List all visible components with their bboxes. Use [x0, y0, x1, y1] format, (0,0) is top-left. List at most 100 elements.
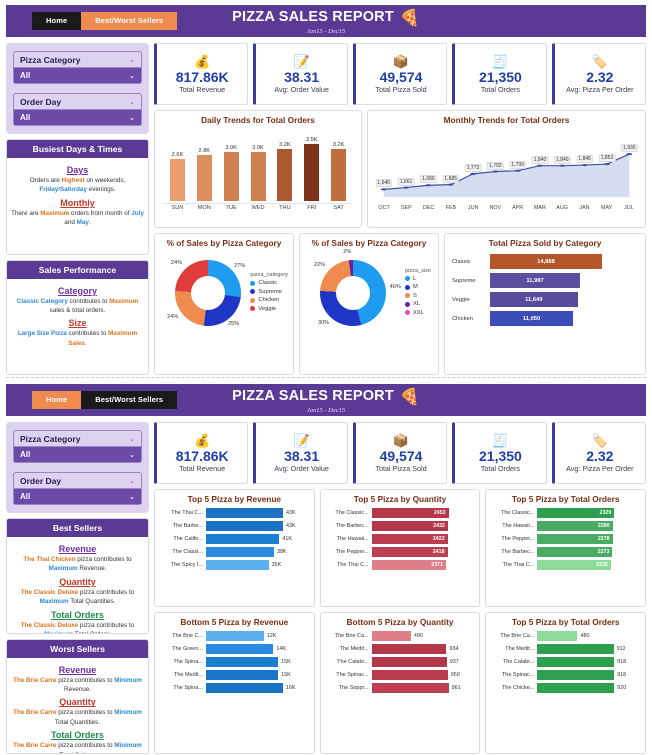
- bar[interactable]: 11,649: [490, 292, 578, 307]
- bar-row[interactable]: The Califo... 41K: [162, 534, 305, 544]
- bar[interactable]: 2329: [537, 508, 615, 518]
- bar[interactable]: 11,050: [490, 311, 574, 326]
- kpi-card-total-pizza-sold[interactable]: 📦 49,574 Total Pizza Sold: [352, 422, 448, 484]
- donut-ring[interactable]: [175, 260, 241, 326]
- bar-row[interactable]: The Spina... 15K: [162, 657, 305, 667]
- chart-panel-total-pizza-sold-by-category[interactable]: Total Pizza Sold by Category Classic 14,8…: [444, 233, 646, 375]
- kpi-card-avg-order-value[interactable]: 📝 38.31 Avg: Order Value: [253, 422, 348, 484]
- bar[interactable]: [537, 670, 615, 680]
- bar-row[interactable]: The Barbec... 2432: [328, 521, 471, 531]
- bar[interactable]: 2225: [537, 560, 611, 570]
- bar[interactable]: [169, 158, 185, 201]
- bar[interactable]: [206, 644, 274, 654]
- bar[interactable]: [206, 631, 264, 641]
- chart-panel-monthly-trends[interactable]: Monthly Trends for Total Orders 1,646 1,6…: [367, 110, 646, 228]
- legend-item[interactable]: Classic: [250, 280, 288, 286]
- bar[interactable]: [206, 508, 283, 518]
- bar-row[interactable]: Supreme 11,987: [452, 273, 636, 288]
- bar[interactable]: [371, 683, 449, 693]
- bar[interactable]: [537, 631, 578, 641]
- bar-row[interactable]: The Spina... 16K: [162, 683, 305, 693]
- bar[interactable]: [304, 143, 320, 201]
- bar[interactable]: 2422: [371, 534, 448, 544]
- chart-panel-top5-quantity[interactable]: Top 5 Pizza by Quantity The Classic... 24…: [319, 489, 481, 607]
- bar-row[interactable]: The Thai C... 2225: [493, 560, 636, 570]
- bar-column[interactable]: 3.2K SAT: [325, 133, 353, 211]
- bar-row[interactable]: The Spicy I... 35K: [162, 560, 305, 570]
- bar-row[interactable]: The Brie Ca... 490: [328, 631, 471, 641]
- bar-column[interactable]: 3.2K THU: [271, 133, 299, 211]
- bar-row[interactable]: The Thai C... 2371: [328, 560, 471, 570]
- chart-panel-top5-total-orders[interactable]: Top 5 Pizza by Total Orders The Classic.…: [485, 489, 647, 607]
- bar-row[interactable]: The Brie C... 12K: [162, 631, 305, 641]
- nav-button-home[interactable]: Home: [32, 12, 82, 30]
- bar[interactable]: [206, 670, 279, 680]
- kpi-card-total-orders[interactable]: 🧾 21,350 Total Orders: [452, 422, 547, 484]
- bar-row[interactable]: The Hawaii... 2280: [493, 521, 636, 531]
- bar[interactable]: [371, 657, 447, 667]
- bar[interactable]: [206, 547, 274, 557]
- bar-column[interactable]: 3.0K TUE: [217, 133, 245, 211]
- chevron-down-icon[interactable]: ⌄: [129, 114, 135, 122]
- bar-row[interactable]: Veggie 11,649: [452, 292, 636, 307]
- bar-row[interactable]: The Barbec... 2273: [493, 547, 636, 557]
- bar-row[interactable]: The Spinac... 918: [493, 670, 636, 680]
- bar[interactable]: [537, 644, 614, 654]
- nav-button-home[interactable]: Home: [32, 391, 82, 409]
- kpi-card-avg-order-value[interactable]: 📝 38.31 Avg: Order Value: [253, 43, 348, 105]
- bar-row[interactable]: The Calabr... 918: [493, 657, 636, 667]
- chart-panel-sales-by-size[interactable]: % of Sales by Pizza Category 46% 30% 22% 2%…: [299, 233, 439, 375]
- bar-row[interactable]: The Medit... 15K: [162, 670, 305, 680]
- bar[interactable]: 11,987: [490, 273, 581, 288]
- bar-row[interactable]: The Brie Ca... 480: [493, 631, 636, 641]
- kpi-card-avg-pizza-per-order[interactable]: 🏷️ 2.32 Avg: Pizza Per Order: [551, 422, 647, 484]
- bar-row[interactable]: The Thai C... 43K: [162, 508, 305, 518]
- bar[interactable]: [223, 152, 239, 201]
- kpi-card-total-pizza-sold[interactable]: 📦 49,574 Total Pizza Sold: [352, 43, 448, 105]
- kpi-card-total-revenue[interactable]: 💰 817.86K Total Revenue: [154, 43, 249, 105]
- donut-ring[interactable]: [320, 260, 386, 326]
- legend-item[interactable]: L: [405, 276, 431, 282]
- kpi-card-avg-pizza-per-order[interactable]: 🏷️ 2.32 Avg: Pizza Per Order: [551, 43, 647, 105]
- legend-item[interactable]: XXL: [405, 310, 431, 316]
- bar-row[interactable]: The Medit... 912: [493, 644, 636, 654]
- bar-row[interactable]: The Medit... 934: [328, 644, 471, 654]
- bar[interactable]: 2280: [537, 521, 613, 531]
- bar[interactable]: [371, 644, 447, 654]
- chevron-down-icon[interactable]: ⌄: [129, 99, 135, 106]
- bar[interactable]: [206, 560, 269, 570]
- chart-panel-bottom5-total-orders[interactable]: Top 5 Pizza by Total Orders The Brie Ca.…: [485, 612, 647, 754]
- bar[interactable]: [277, 148, 293, 201]
- bar[interactable]: 14,888: [490, 254, 602, 269]
- nav-button-best-worst-sellers[interactable]: Best/Worst Sellers: [81, 391, 178, 409]
- nav-button-best-worst-sellers[interactable]: Best/Worst Sellers: [81, 12, 178, 30]
- bar[interactable]: [331, 148, 347, 201]
- chevron-down-icon[interactable]: ⌄: [129, 436, 135, 443]
- slicer-pizza-category[interactable]: Pizza Category ⌄ All ⌄: [13, 51, 142, 84]
- bar-row[interactable]: The Classic... 2453: [328, 508, 471, 518]
- bar-row[interactable]: The Soppr... 961: [328, 683, 471, 693]
- chart-panel-sales-by-category[interactable]: % of Sales by Pizza Category 27% 25% 24% 24…: [154, 233, 294, 375]
- bar[interactable]: [537, 683, 615, 693]
- slicer-order-day[interactable]: Order Day ⌄ All ⌄: [13, 93, 142, 126]
- bar[interactable]: 2371: [371, 560, 447, 570]
- bar[interactable]: [206, 657, 279, 667]
- bar-column[interactable]: 2.8K MON: [190, 133, 218, 211]
- bar[interactable]: [371, 670, 448, 680]
- bar[interactable]: [206, 534, 280, 544]
- chevron-down-icon[interactable]: ⌄: [129, 57, 135, 64]
- slicer-value-dropdown[interactable]: All ⌄: [14, 488, 141, 504]
- bar[interactable]: [250, 152, 266, 201]
- bar[interactable]: 2273: [537, 547, 613, 557]
- bar[interactable]: [196, 155, 212, 201]
- bar-row[interactable]: Chicken 11,050: [452, 311, 636, 326]
- legend-item[interactable]: M: [405, 284, 431, 290]
- chevron-down-icon[interactable]: ⌄: [129, 478, 135, 485]
- bar-row[interactable]: The Calabr... 937: [328, 657, 471, 667]
- bar[interactable]: [206, 521, 283, 531]
- chart-panel-daily-trends[interactable]: Daily Trends for Total Orders 2.6K SUN 2.8…: [154, 110, 362, 228]
- bar[interactable]: [537, 657, 615, 667]
- bar-row[interactable]: The Hawaii... 2422: [328, 534, 471, 544]
- bar-row[interactable]: The Classic... 2329: [493, 508, 636, 518]
- bar-row[interactable]: Classic 14,888: [452, 254, 636, 269]
